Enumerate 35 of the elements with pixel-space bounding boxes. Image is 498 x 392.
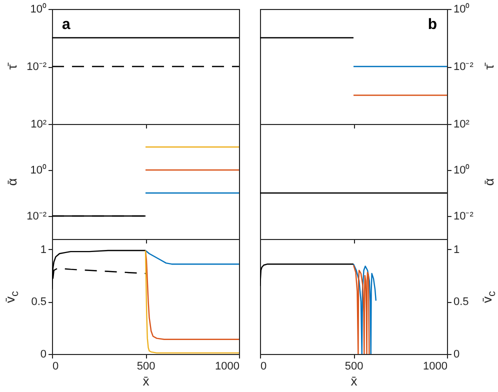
y-axis-title: ᾱ xyxy=(482,178,496,186)
line-series xyxy=(144,250,239,265)
x-tick-label: 500 xyxy=(136,360,156,372)
annotation: b xyxy=(428,16,437,33)
y-axis-title: τ̄ xyxy=(4,64,20,70)
annotation: a xyxy=(62,16,71,33)
y-axis-title: ᾱ xyxy=(4,178,20,186)
y-tick-label: 1 xyxy=(40,244,46,256)
x-tick-label: 500 xyxy=(344,360,364,372)
y-tick-label: 0.5 xyxy=(454,296,469,308)
y-tick-label: 10⁻² xyxy=(26,210,47,222)
x-tick-label: 0 xyxy=(52,360,59,372)
y-tick-label: 10⁻² xyxy=(454,61,474,73)
y-axis-title: τ̄ xyxy=(482,64,496,70)
x-tick-label: 1000 xyxy=(423,360,448,372)
x-axis-title: x̄ xyxy=(350,374,358,388)
y-tick-label: 10⁰ xyxy=(454,2,470,16)
x-tick-label: 1000 xyxy=(215,360,240,372)
y-tick-label: 10⁰ xyxy=(454,164,470,176)
y-tick-label: 10⁻² xyxy=(26,61,47,73)
line-series xyxy=(52,250,146,290)
y-tick-label: 10² xyxy=(30,118,47,130)
y-tick-label: 10⁰ xyxy=(30,164,46,176)
y-tick-label: 10⁰ xyxy=(30,2,46,16)
line-series xyxy=(352,263,377,354)
y-tick-label: 0 xyxy=(40,348,46,360)
y-tick-label: 0.5 xyxy=(31,296,46,308)
y-tick-label: 10⁻² xyxy=(454,210,474,222)
y-tick-label: 0 xyxy=(454,348,460,360)
x-tick-label: 0 xyxy=(260,360,267,372)
x-axis-title: x̄ xyxy=(142,374,150,388)
y-tick-label: 1 xyxy=(454,244,460,256)
line-series xyxy=(260,263,354,287)
y-tick-label: 10² xyxy=(454,118,470,130)
line-series xyxy=(352,264,370,354)
